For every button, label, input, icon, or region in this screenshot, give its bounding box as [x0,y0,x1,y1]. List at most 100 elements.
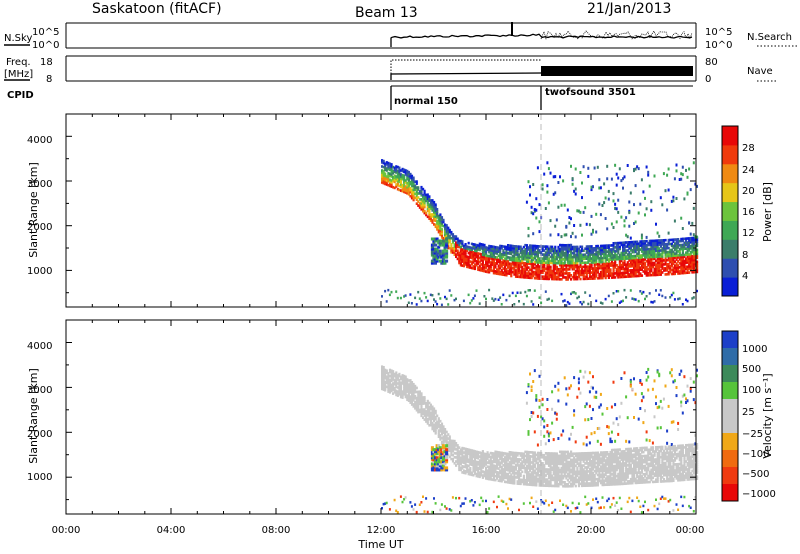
echo-cell [656,253,659,257]
echo-cell [686,269,689,273]
echo-cell [507,458,510,462]
echo-cell [563,233,566,237]
echo-cell [511,481,514,485]
echo-cell [505,259,508,263]
echo-cell [544,482,547,485]
echo-cell [388,382,392,386]
echo-cell [443,245,447,249]
echo-cell [489,247,492,250]
echo-cell [546,478,549,481]
echo-cell [590,245,593,248]
echo-cell [464,453,467,457]
echo-cell [451,457,455,461]
echo-cell [582,269,585,273]
echo-cell [447,453,450,457]
echo-cell [532,258,535,262]
echo-cell [536,463,540,467]
echo-cell [525,450,529,454]
echo-cell [670,272,673,276]
echo-cell [407,189,410,192]
echo-cell [582,460,585,463]
echo-cell [562,429,565,433]
echo-cell [623,245,626,249]
echo-cell [404,187,407,190]
echo-cell [412,194,415,198]
echo-cell [390,163,393,166]
echo-cell [691,240,694,244]
echo-cell [647,173,650,177]
echo-cell [563,246,566,249]
echo-cell [598,272,601,276]
echo-cell [584,277,587,281]
echo-cell [423,195,426,199]
echo-cell [440,442,444,446]
echo-cell [612,246,615,249]
echo-cell [525,401,528,405]
echo-cell [473,460,477,463]
echo-cell [508,455,511,458]
echo-cell [642,244,645,247]
echo-cell [620,273,623,277]
echo-cell [488,459,491,463]
echo-cell [458,452,461,455]
echo-cell [593,257,596,260]
echo-cell [604,264,607,268]
echo-cell [639,256,642,260]
echo-cell [467,472,470,476]
echo-cell [559,278,562,281]
echo-cell [496,248,499,251]
echo-cell [596,266,599,270]
echo-cell [570,482,573,486]
echo-cell [655,241,658,245]
echo-cell [554,224,557,228]
echo-cell [615,268,618,271]
echo-cell [530,496,533,500]
echo-cell [595,267,598,270]
echo-cell [568,470,571,474]
echo-cell [450,441,453,445]
echo-cell [686,192,689,196]
echo-cell [423,201,426,205]
echo-cell [518,245,521,249]
echo-cell [629,244,632,248]
power-cbar-segment [722,239,738,259]
echo-cell [469,454,472,458]
echo-cell [636,242,639,246]
echo-cell [505,251,508,255]
echo-cell [555,470,558,474]
echo-cell [607,455,610,458]
echo-cell [541,403,544,407]
echo-cell [588,263,592,266]
echo-cell [499,264,502,268]
echo-cell [618,271,621,275]
echo-cell [477,452,480,456]
echo-cell [672,258,675,262]
echo-cell [590,188,593,192]
echo-cell [530,473,533,477]
echo-cell [593,275,596,278]
echo-cell [686,251,689,254]
echo-cell [435,253,439,257]
echo-cell [592,482,595,485]
echo-cell [596,483,599,487]
echo-cell [562,258,565,261]
echo-cell [629,271,632,274]
echo-cell [453,439,456,443]
echo-cell [473,501,476,504]
echo-cell [562,484,565,488]
echo-cell [447,449,450,453]
echo-cell [620,259,623,263]
echo-cell [448,508,451,511]
echo-cell [552,273,555,277]
echo-cell [692,254,695,258]
echo-cell [563,203,566,207]
echo-cell [529,256,532,260]
echo-cell [535,475,538,479]
echo-cell [552,255,555,259]
echo-cell [466,466,469,469]
echo-cell [566,485,569,488]
echo-cell [433,298,435,301]
echo-cell [562,454,565,458]
echo-cell [563,262,566,265]
echo-cell [595,455,598,459]
